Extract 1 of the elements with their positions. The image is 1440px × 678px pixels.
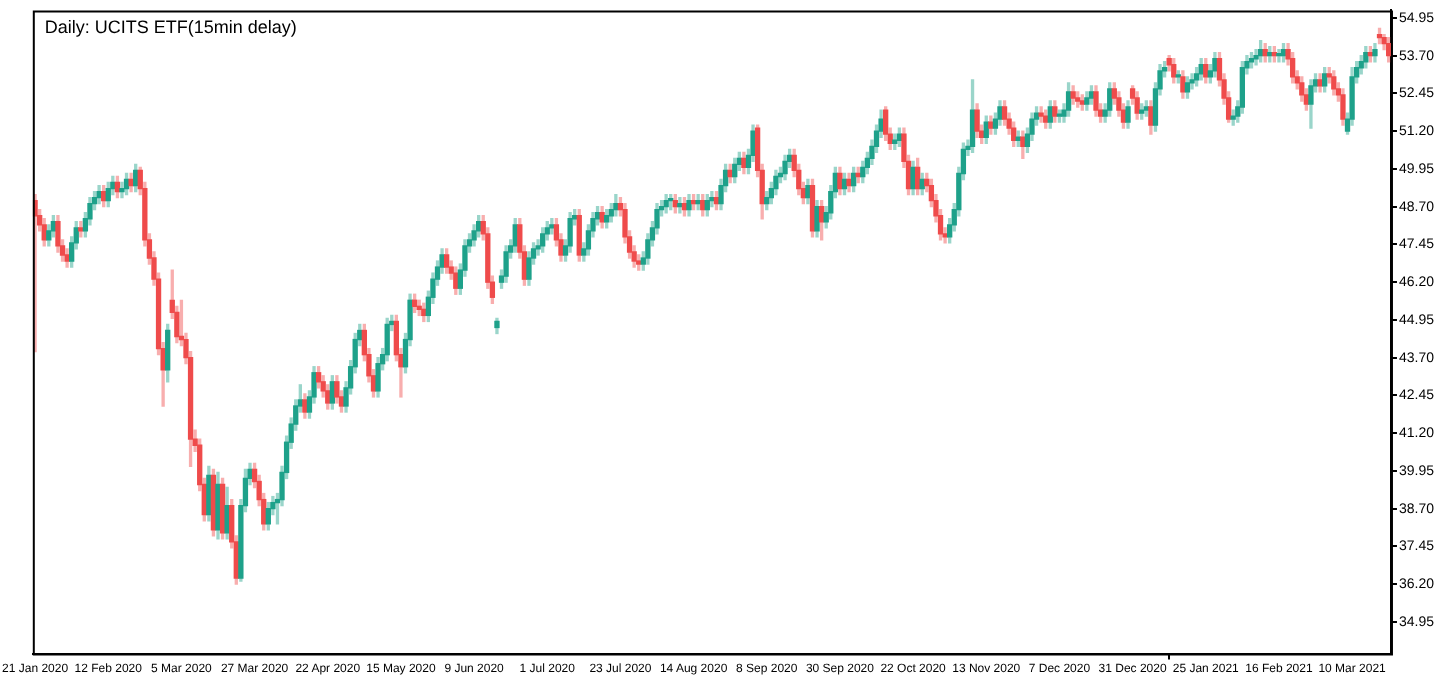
chart-title: Daily: UCITS ETF(15min delay) [44, 17, 297, 38]
